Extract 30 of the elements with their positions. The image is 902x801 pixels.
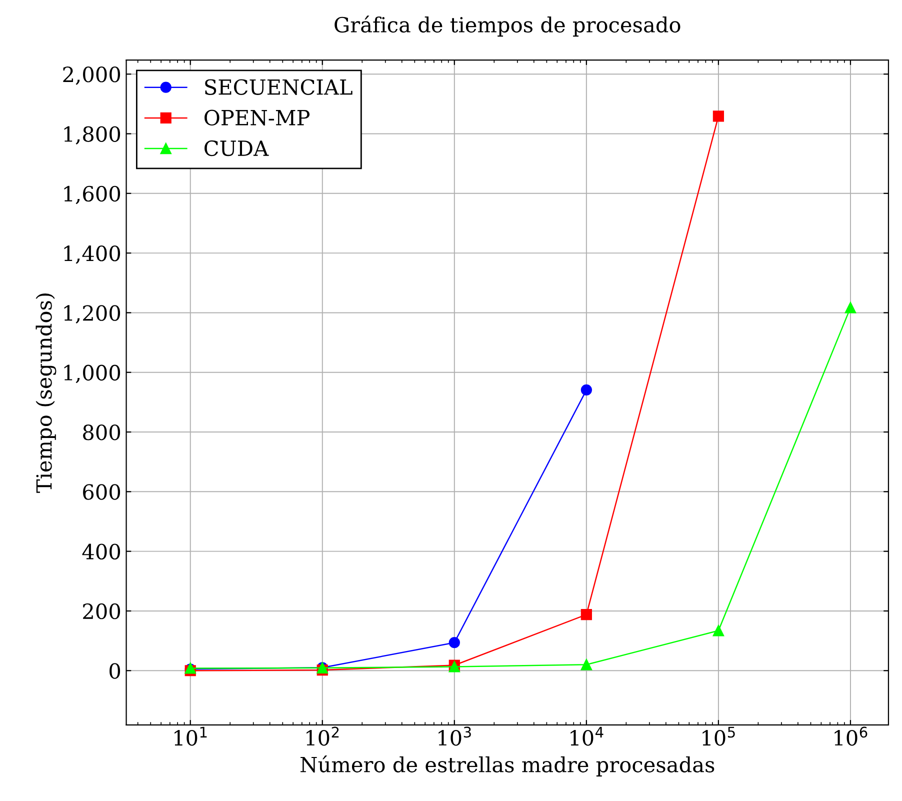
legend-label: OPEN-MP (204, 110, 310, 126)
point (580, 608, 592, 620)
x-tick-label: 10$^{4}$ (570, 726, 604, 746)
x-axis-title: Número de estrellas madre procesadas (300, 755, 714, 776)
x-tick-label: 10$^{3}$ (438, 726, 471, 746)
y-tick-label: 400 (82, 544, 120, 560)
x-tick-label: 10$^{5}$ (702, 726, 735, 746)
x-tick-label: 10$^{6}$ (834, 726, 868, 746)
y-axis-title: Tiempo (segundos) (36, 294, 56, 493)
y-tick-label: 800 (83, 424, 120, 440)
x-tick-label: 10$^{1}$ (174, 726, 207, 746)
y-tick-label: 200 (83, 603, 120, 620)
x-tick-label: 10$^{2}$ (306, 726, 339, 746)
y-tick-label: 2,000 (63, 66, 120, 85)
point (580, 659, 592, 670)
y-tick-label: 1,200 (64, 305, 120, 324)
y-tick-label: 1,800 (64, 126, 120, 144)
point (844, 302, 856, 314)
legend-label: SECUENCIAL (205, 79, 352, 95)
point (580, 384, 592, 396)
y-tick-label: 0 (110, 663, 120, 679)
y-tick-label: 600 (83, 484, 120, 500)
y-tick-label: 1,000 (64, 364, 120, 384)
legend-label: CUDA (204, 140, 269, 156)
chart-title: Gráfica de tiempos de procesado (334, 16, 680, 37)
y-tick-label: 1,600 (64, 186, 120, 204)
point (712, 625, 724, 636)
point (448, 637, 460, 648)
point (712, 110, 724, 122)
y-tick-label: 1,400 (64, 246, 120, 264)
